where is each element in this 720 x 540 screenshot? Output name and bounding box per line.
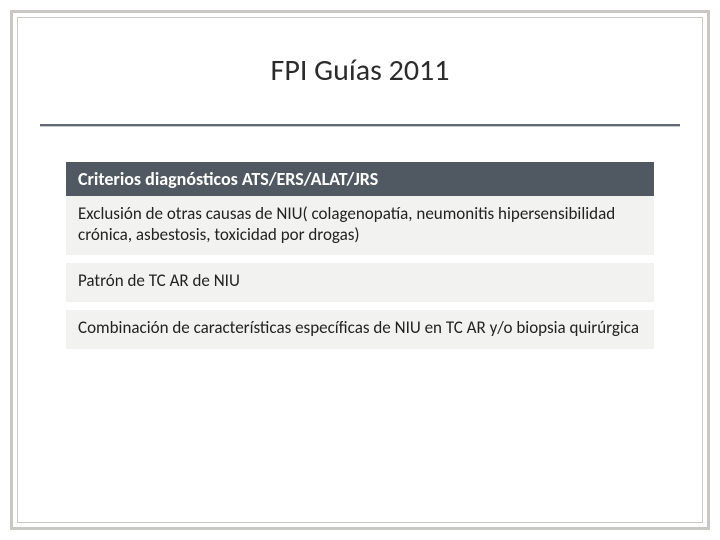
- slide-title: FPI Guías 2011: [18, 52, 702, 89]
- outer-frame: FPI Guías 2011 Criterios diagnósticos AT…: [10, 10, 710, 530]
- title-underline: [40, 124, 680, 127]
- table-row: Exclusión de otras causas de NIU( colage…: [66, 196, 654, 255]
- row-gap: [66, 255, 654, 263]
- criteria-table: Criterios diagnósticos ATS/ERS/ALAT/JRS …: [66, 162, 654, 349]
- inner-frame: FPI Guías 2011 Criterios diagnósticos AT…: [17, 17, 703, 523]
- table-row: Combinación de características específic…: [66, 310, 654, 349]
- table-row: Patrón de TC AR de NIU: [66, 263, 654, 302]
- row-gap: [66, 302, 654, 310]
- table-header: Criterios diagnósticos ATS/ERS/ALAT/JRS: [66, 162, 654, 196]
